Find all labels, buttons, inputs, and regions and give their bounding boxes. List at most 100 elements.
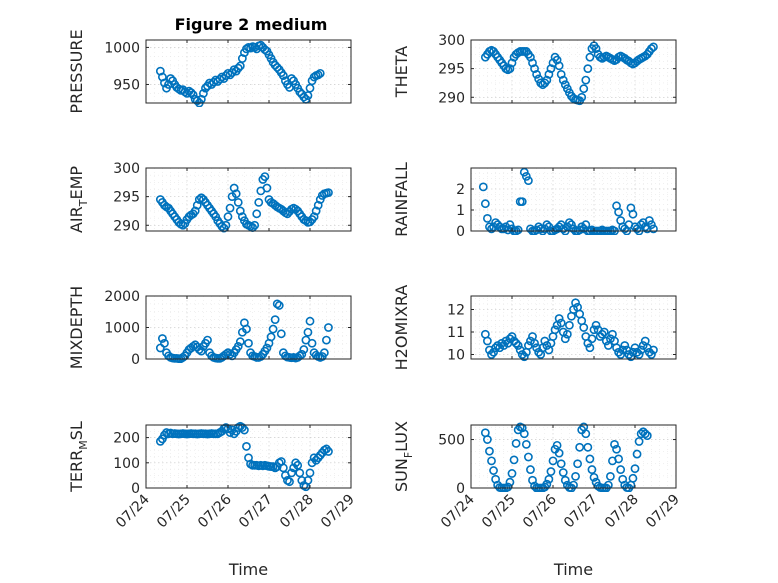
data-point	[313, 200, 323, 210]
y-axis-label: PRESSURE	[67, 29, 86, 113]
data-point	[299, 345, 309, 354]
data-point	[526, 465, 535, 474]
data-point	[530, 64, 539, 74]
data-point	[532, 343, 541, 353]
data-point	[233, 341, 243, 351]
data-point	[274, 301, 284, 310]
subplot-3: 290 295 300 AIRTEMP	[67, 161, 352, 234]
data-point	[565, 320, 574, 330]
x-axis-label: Time	[228, 560, 268, 579]
data-point	[544, 474, 554, 484]
series-markers	[480, 298, 658, 362]
data-point	[166, 74, 175, 83]
y-axis-label: TERRMSL	[67, 421, 90, 493]
data-point	[532, 69, 541, 79]
data-point	[223, 212, 233, 222]
data-point	[507, 58, 517, 68]
data-point	[478, 182, 488, 192]
data-point	[591, 44, 601, 53]
data-point	[293, 460, 303, 470]
data-point	[589, 325, 599, 335]
data-point	[186, 88, 196, 98]
data-point	[560, 475, 570, 485]
data-point	[223, 68, 233, 78]
data-point	[272, 299, 282, 309]
subplot-5: 0 1000 2000 MIXDEPTH	[67, 286, 352, 369]
axes-box	[470, 295, 677, 360]
subplot-1: 950 1000 PRESSURE	[67, 29, 352, 114]
data-point	[233, 197, 243, 207]
data-point	[485, 222, 494, 232]
data-point	[614, 454, 623, 464]
data-point	[634, 437, 644, 446]
data-point	[644, 216, 654, 225]
data-point	[591, 320, 601, 330]
data-point	[628, 473, 638, 483]
data-point	[552, 440, 562, 450]
data-point	[546, 64, 556, 74]
data-point	[632, 449, 642, 459]
axes-box	[470, 167, 677, 232]
data-point	[524, 176, 533, 185]
y-axis-label: AIRTEMP	[67, 166, 90, 233]
data-point	[297, 476, 307, 485]
data-point	[324, 188, 333, 198]
x-axis-label: Time	[553, 560, 593, 579]
data-point	[254, 197, 264, 207]
data-point	[235, 337, 245, 347]
data-point	[587, 334, 597, 344]
data-point	[614, 207, 623, 217]
data-point	[178, 220, 188, 230]
data-point	[285, 477, 294, 487]
y-axis-label: SUNFLUX	[392, 421, 415, 492]
data-point	[575, 442, 585, 452]
data-point	[558, 75, 568, 85]
data-point	[499, 224, 509, 234]
data-point	[190, 206, 200, 216]
data-point	[301, 216, 311, 226]
data-point	[585, 343, 595, 353]
data-point	[585, 52, 595, 62]
data-point	[628, 209, 638, 219]
data-point	[612, 444, 621, 454]
data-point	[620, 341, 630, 350]
y-tick-label: 100	[113, 456, 140, 472]
data-point	[603, 480, 613, 490]
data-point	[480, 199, 490, 209]
data-point	[482, 336, 492, 346]
data-point	[313, 70, 323, 80]
data-point	[196, 346, 206, 356]
data-point	[487, 456, 496, 466]
data-point	[225, 349, 235, 359]
data-point	[270, 315, 280, 325]
data-point	[160, 78, 169, 88]
y-tick-label: 295	[438, 62, 465, 78]
y-tick-label: 2000	[104, 289, 140, 305]
data-point	[507, 469, 517, 478]
data-point	[482, 213, 492, 223]
data-point	[649, 42, 658, 52]
data-point	[489, 347, 498, 357]
data-point	[157, 334, 167, 343]
data-point	[554, 61, 564, 71]
data-point	[556, 459, 566, 469]
data-point	[311, 206, 321, 216]
data-point	[511, 338, 521, 348]
data-point	[262, 343, 272, 353]
data-point	[309, 212, 319, 222]
data-point	[569, 480, 578, 490]
data-point	[597, 329, 607, 339]
y-tick-label: 1000	[104, 40, 140, 56]
data-point	[482, 435, 492, 444]
data-point	[618, 345, 628, 355]
data-point	[242, 442, 251, 451]
subplot-4: 0 1 2 RAINFALL	[392, 162, 677, 240]
axes-box	[145, 39, 352, 104]
data-point	[297, 349, 307, 359]
data-point	[526, 52, 535, 62]
data-point	[524, 452, 533, 462]
data-point	[260, 172, 270, 181]
data-point	[229, 65, 239, 75]
y-tick-label: 0	[456, 224, 465, 240]
